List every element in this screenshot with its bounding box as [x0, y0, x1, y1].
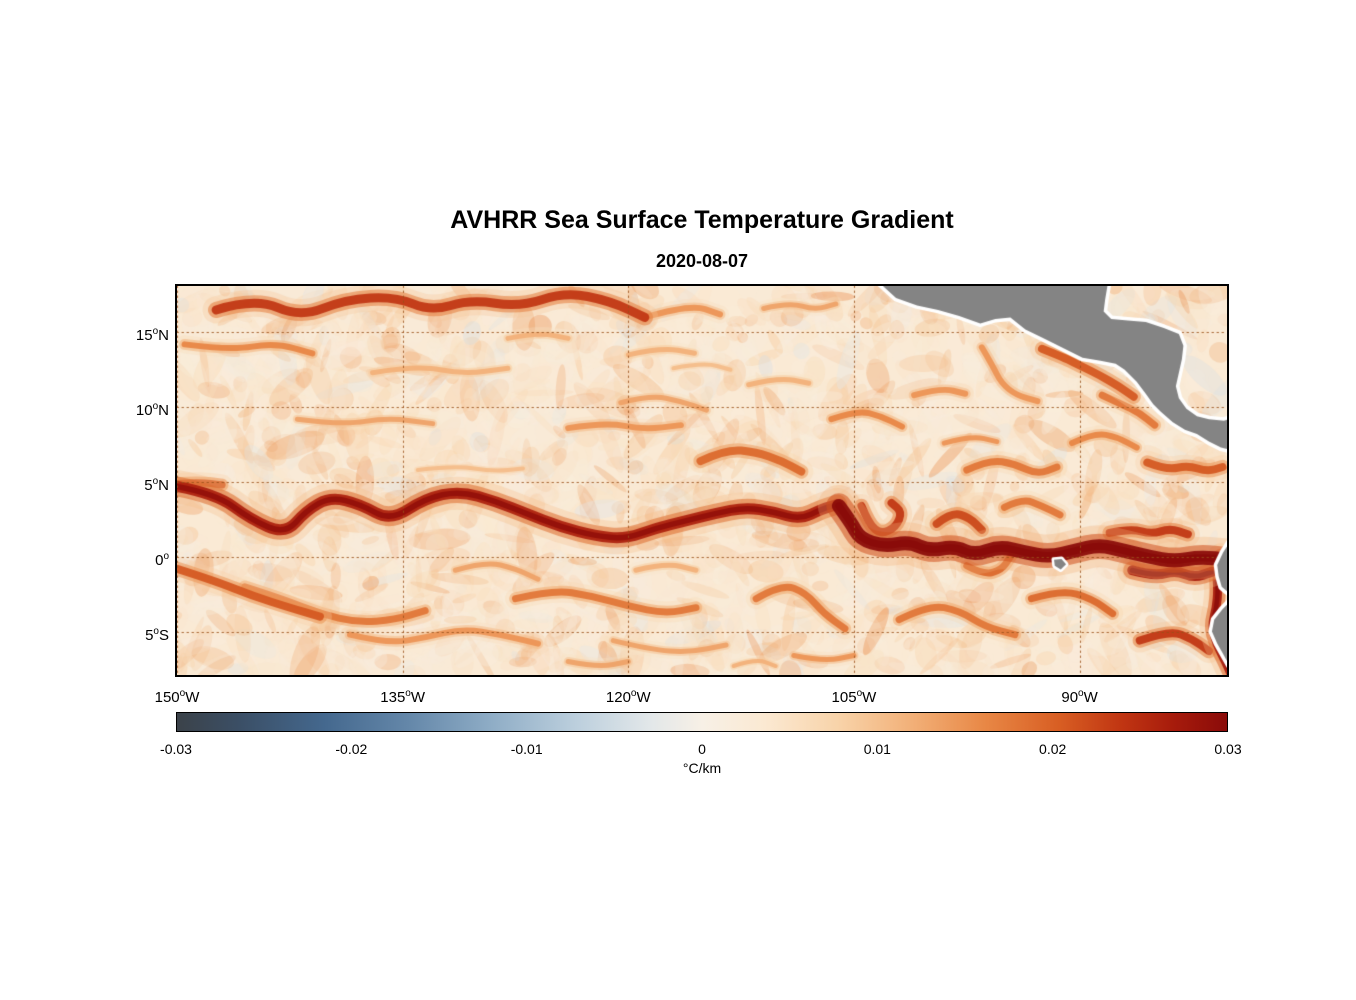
x-tick-label: 135oW	[380, 688, 426, 706]
y-tick-label: 5oN	[144, 475, 169, 494]
colorbar-tick-label: -0.01	[510, 741, 543, 757]
colorbar-tick-label: 0	[698, 741, 706, 757]
degree-symbol: o	[630, 688, 637, 699]
y-tick-label: 5oS	[145, 625, 169, 644]
map-canvas	[177, 286, 1227, 675]
colorbar-tick-label: 0.03	[1214, 741, 1242, 757]
colorbar	[176, 712, 1228, 732]
x-tick-label: 105oW	[831, 688, 877, 706]
y-tick-label: 15oN	[135, 326, 169, 345]
y-tick-label: 0o	[155, 550, 169, 569]
chart-title: AVHRR Sea Surface Temperature Gradient	[450, 206, 954, 234]
degree-symbol: o	[1078, 688, 1084, 699]
y-tick-label: 10oN	[135, 401, 169, 420]
colorbar-tick-label: 0.01	[863, 741, 891, 757]
colorbar-label: °C/km	[682, 760, 722, 776]
degree-symbol: o	[405, 688, 411, 699]
degree-symbol: o	[856, 688, 863, 699]
x-tick-label: 90oW	[1061, 688, 1098, 706]
degree-symbol: o	[163, 550, 169, 562]
colorbar-tick-label: -0.03	[160, 741, 192, 757]
x-tick-label: 120oW	[605, 688, 651, 706]
colorbar-tick-label: 0.02	[1039, 741, 1067, 757]
degree-symbol: o	[152, 326, 159, 338]
degree-symbol: o	[153, 625, 159, 637]
map-plot-area	[175, 284, 1229, 677]
x-tick-label: 150oW	[154, 688, 200, 706]
chart-date: 2020-08-07	[655, 251, 749, 271]
degree-symbol: o	[152, 401, 159, 413]
colorbar-tick-label: -0.02	[335, 741, 368, 757]
degree-symbol: o	[179, 688, 186, 699]
degree-symbol: o	[152, 475, 159, 487]
